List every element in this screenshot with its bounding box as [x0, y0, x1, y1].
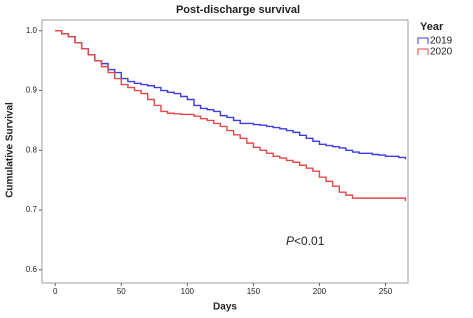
x-axis-title: Days: [213, 302, 237, 313]
plot-frame: [41, 19, 409, 284]
y-tick-label: 0.8: [26, 145, 38, 154]
annotation: P<0.01: [286, 234, 325, 248]
survival-line: [55, 30, 407, 160]
x-tick-label: 50: [117, 287, 126, 296]
legend-label: 2020: [430, 47, 453, 58]
y-tick-label: 0.7: [26, 205, 38, 214]
x-tick-label: 250: [379, 287, 393, 296]
legend-swatch: [417, 37, 429, 44]
y-tick-label: 1.0: [26, 26, 38, 35]
y-tick-label: 0.6: [26, 265, 38, 274]
annotation-text: <0.01: [294, 234, 325, 248]
y-tick-label: 0.9: [26, 86, 38, 95]
chart-title: Post-discharge survival: [176, 4, 300, 16]
legend-title: Year: [420, 21, 444, 33]
x-tick-label: 0: [53, 287, 58, 296]
legend-swatch: [417, 48, 429, 55]
x-tick-label: 100: [181, 287, 195, 296]
legend-label: 2019: [430, 36, 453, 47]
survival-line: [55, 30, 407, 202]
x-tick-label: 200: [313, 287, 327, 296]
annotation-italic: P: [286, 234, 294, 248]
y-axis-title: Cumulative Survival: [5, 102, 16, 198]
x-tick-label: 150: [247, 287, 261, 296]
